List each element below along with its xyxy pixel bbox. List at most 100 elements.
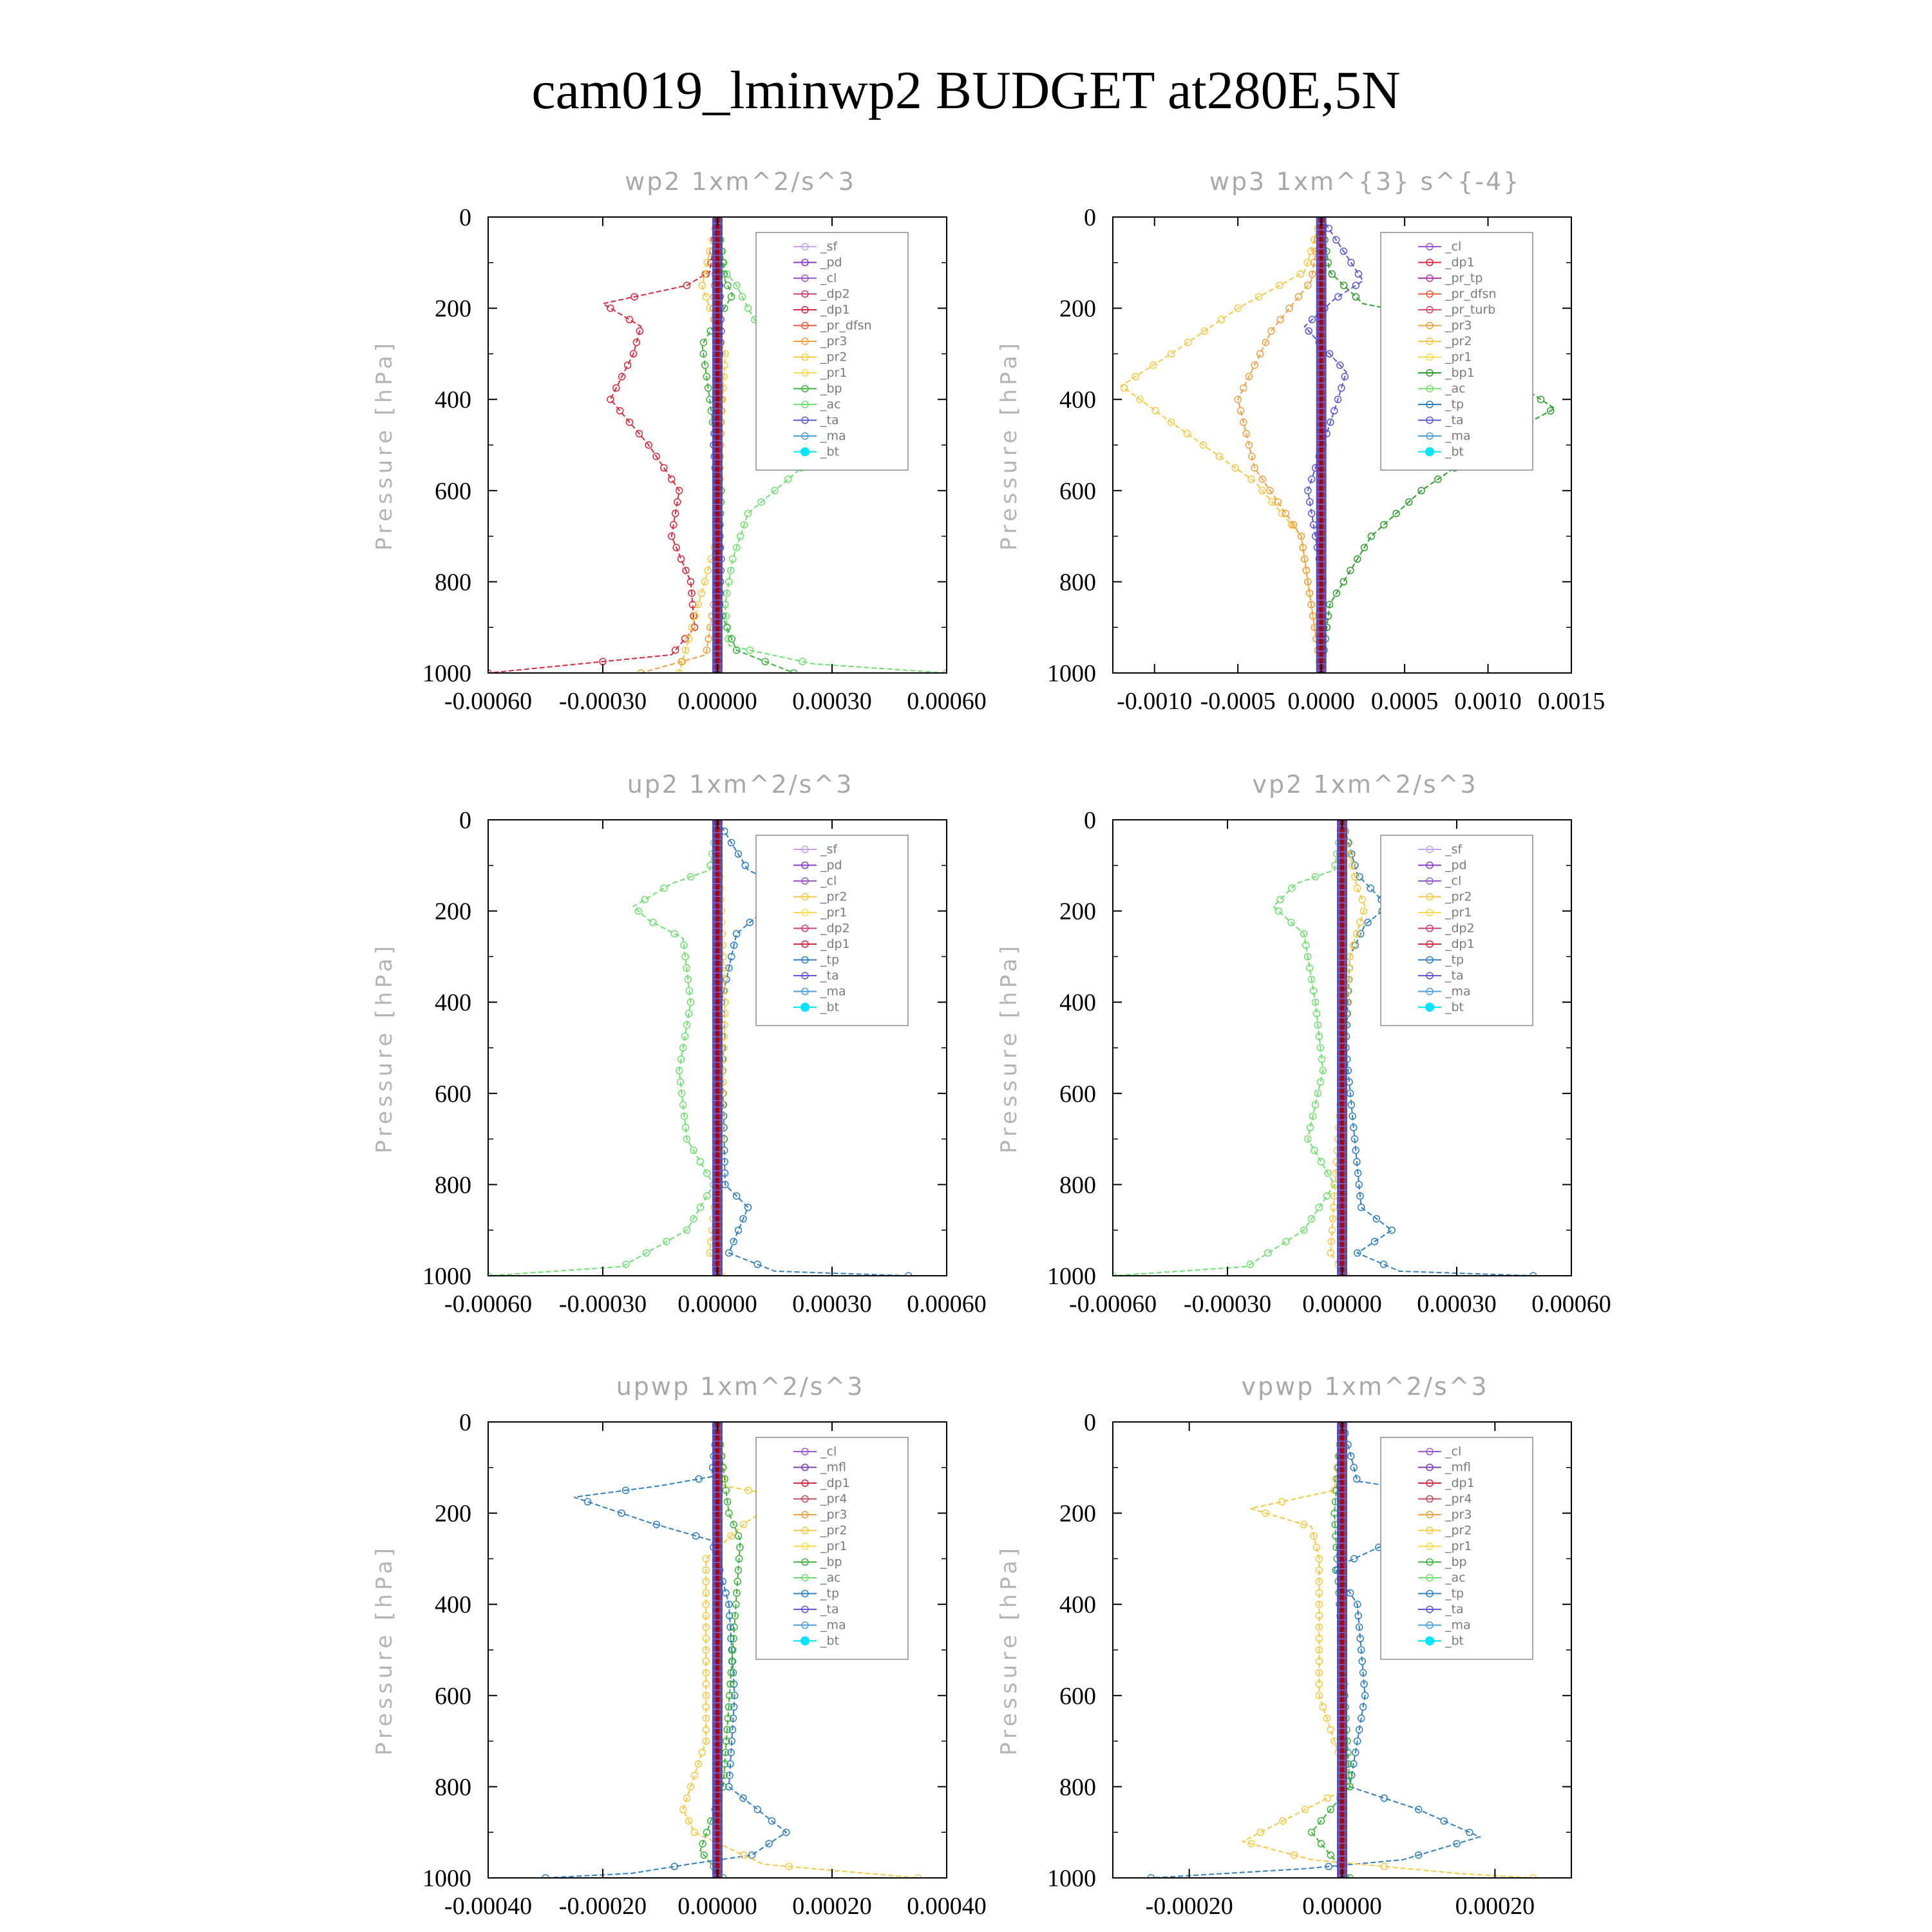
data-point (723, 623, 731, 631)
legend-label: _ma (1444, 985, 1471, 999)
data-point (1350, 1555, 1358, 1563)
data-point (1370, 1238, 1379, 1245)
legend-label: _pr2 (1444, 890, 1472, 904)
data-point (1367, 532, 1376, 540)
data-point (616, 407, 624, 415)
data-point (702, 293, 710, 301)
data-point (696, 1204, 705, 1211)
data-point (1282, 509, 1290, 517)
legend-label: _sf (820, 240, 838, 254)
data-point (1338, 384, 1345, 392)
legend-entry: _dp1 (1418, 1476, 1475, 1490)
legend-swatch-marker (1426, 846, 1434, 853)
data-point (728, 635, 736, 643)
legend-entry: _ac (793, 1571, 841, 1585)
legend-entry: _ac (1418, 382, 1466, 396)
data-point (679, 1101, 687, 1109)
data-point (1255, 293, 1263, 301)
legend-swatch-marker (1426, 940, 1434, 948)
data-point (1231, 464, 1239, 472)
legend-swatch-marker (1426, 1621, 1434, 1629)
data-point (652, 452, 660, 460)
legend-entry: _pr2 (793, 1524, 847, 1538)
legend-swatch-marker (801, 972, 809, 980)
data-point (1307, 1828, 1316, 1836)
series-line (1311, 1422, 1350, 1878)
legend-label: _ma (820, 429, 846, 443)
data-point (735, 1555, 743, 1563)
legend-label: _ma (820, 985, 846, 999)
legend-label: _pr_dfsn (1444, 287, 1497, 301)
data-point (746, 918, 754, 927)
legend-swatch-marker (800, 1003, 810, 1012)
data-point (1300, 930, 1308, 938)
legend-entry: _tp (1418, 1587, 1464, 1601)
data-point (702, 1657, 710, 1665)
data-point (1336, 361, 1344, 369)
data-point (739, 1794, 747, 1802)
data-point (1356, 918, 1364, 927)
legend-swatch-marker (1426, 956, 1434, 964)
data-point (727, 1669, 735, 1677)
legend-swatch-marker (801, 909, 809, 916)
data-point (1353, 1158, 1361, 1166)
data-point (1121, 384, 1128, 392)
legend-label: _pr2 (1444, 334, 1472, 348)
data-point (629, 350, 638, 358)
data-point (723, 976, 730, 983)
series-line (641, 217, 722, 673)
figure-title: cam019_lminwp2 BUDGET at280E,5N (531, 61, 1400, 120)
legend-swatch-marker (801, 846, 809, 853)
data-point (677, 555, 685, 563)
legend-swatch-marker (1426, 877, 1434, 885)
legend-label: _bt (820, 1000, 839, 1014)
data-point (1200, 327, 1209, 335)
y-tick-label: 800 (1059, 569, 1096, 596)
data-point (1348, 1771, 1356, 1779)
legend-entry: _dp1 (1418, 937, 1475, 951)
data-point (1392, 509, 1400, 517)
data-point (1217, 316, 1226, 324)
legend-entry: _ma (1418, 985, 1471, 999)
legend-label: _dp1 (820, 937, 850, 951)
data-point (681, 635, 689, 643)
data-point (1327, 418, 1334, 426)
data-point (583, 1498, 592, 1506)
data-point (701, 578, 708, 586)
data-point (726, 1680, 734, 1688)
data-point (685, 1010, 693, 1018)
legend-swatch-marker (801, 1621, 809, 1629)
legend-entry: _pr2 (1418, 334, 1472, 348)
series-line (545, 1422, 788, 1878)
data-point (618, 1509, 625, 1517)
panel-title: up2 1xm^2/s^3 (627, 770, 854, 799)
x-tick-label: 0.0005 (1371, 688, 1439, 715)
data-point (904, 1272, 913, 1276)
legend-swatch-marker (1425, 447, 1434, 457)
data-point (723, 1737, 730, 1745)
legend-swatch-marker (801, 1463, 809, 1472)
data-point (625, 418, 634, 426)
legend: _sf_pd_cl _pr2_pr1 _dp2_dp1 _tp _ta _ma_bt (755, 835, 909, 1027)
data-point (702, 1589, 710, 1597)
data-point (670, 1862, 679, 1871)
plot-area (488, 820, 913, 1276)
legend-label: _dp2 (820, 287, 850, 301)
y-tick-label: 200 (435, 1501, 471, 1528)
y-tick-label: 0 (459, 1409, 471, 1436)
plot-area (488, 217, 947, 673)
data-point (1327, 1249, 1334, 1257)
data-point (741, 862, 749, 869)
data-point (1353, 1475, 1361, 1483)
data-point (1312, 1543, 1320, 1551)
data-point (1234, 395, 1242, 403)
data-point (914, 1874, 922, 1878)
data-point (1274, 907, 1282, 915)
y-tick-label: 400 (1059, 386, 1096, 413)
data-point (1357, 1646, 1365, 1654)
data-point (725, 578, 733, 586)
legend-entry: _cl (793, 1444, 837, 1459)
data-point (1301, 1806, 1309, 1814)
data-point (1348, 850, 1356, 858)
data-point (1291, 1851, 1298, 1859)
